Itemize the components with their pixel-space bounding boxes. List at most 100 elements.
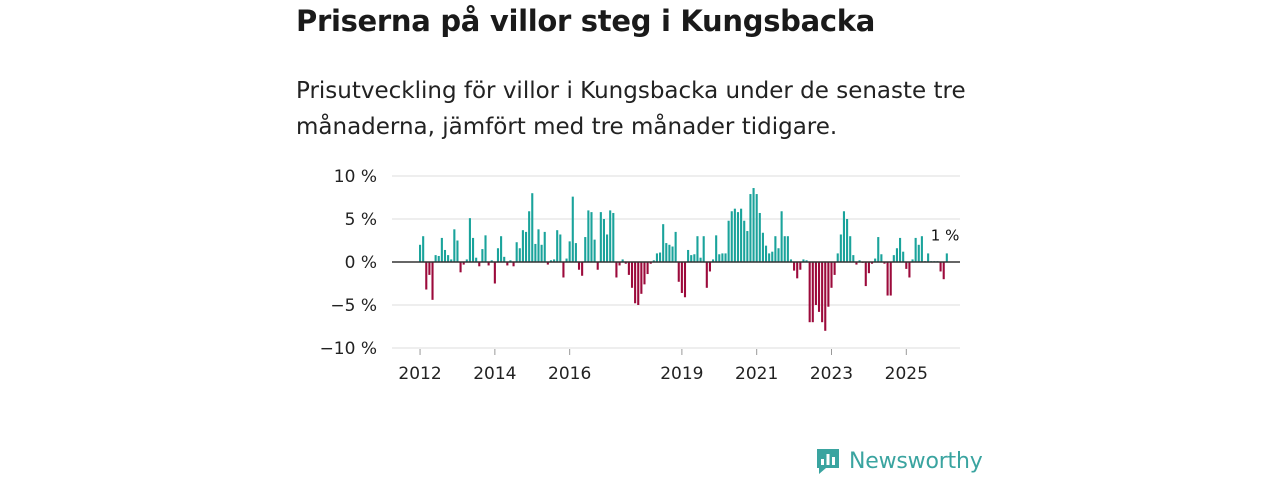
- bar: [793, 262, 796, 271]
- bar: [796, 262, 799, 279]
- bar: [774, 236, 777, 262]
- bar: [562, 262, 565, 278]
- bar: [842, 211, 846, 262]
- bar: [914, 237, 917, 262]
- bar: [827, 262, 830, 307]
- bar: [699, 257, 702, 262]
- bar: [817, 262, 821, 312]
- bar: [640, 262, 643, 294]
- bar: [880, 254, 883, 262]
- bar: [690, 255, 693, 262]
- bar: [908, 262, 911, 278]
- bar: [889, 262, 892, 296]
- bar: [724, 253, 727, 262]
- bar: [531, 193, 534, 262]
- bar: [593, 239, 596, 262]
- bar: [942, 262, 945, 280]
- bar: [899, 237, 902, 262]
- bar: [833, 262, 836, 275]
- bar: [581, 262, 584, 276]
- bar: [945, 253, 948, 262]
- y-axis: 10 % 5 % 0 % −5 % −10 %: [320, 167, 377, 359]
- bar: [549, 260, 553, 262]
- bar: [462, 262, 465, 265]
- bar: [571, 196, 574, 262]
- bar: [749, 194, 752, 262]
- bar: [733, 208, 736, 262]
- bar: [671, 246, 674, 262]
- bar: [450, 259, 453, 262]
- bar: [805, 260, 808, 262]
- bar: [443, 249, 447, 262]
- bar: [422, 236, 425, 262]
- bar: [693, 254, 696, 262]
- bar: [883, 262, 886, 264]
- bar: [646, 262, 649, 275]
- bar: [902, 251, 905, 262]
- bar: [431, 262, 434, 300]
- bar: [553, 259, 556, 262]
- bar: [528, 211, 531, 262]
- bar: [459, 262, 462, 273]
- bar: [783, 236, 786, 262]
- bar: [811, 262, 814, 323]
- bar: [602, 219, 605, 262]
- bars: [419, 188, 948, 331]
- bar: [708, 262, 711, 272]
- bar: [768, 253, 771, 262]
- bar: [493, 262, 496, 284]
- bar: [849, 236, 852, 262]
- bar: [537, 229, 540, 262]
- bar: [777, 248, 780, 262]
- bar: [518, 248, 521, 262]
- last-value-label: 1 %: [931, 226, 960, 244]
- bar: [419, 244, 422, 262]
- bar: [877, 237, 880, 262]
- y-tick-label: 10 %: [334, 167, 377, 187]
- bar: [506, 262, 509, 266]
- bar: [665, 243, 668, 262]
- bar: [715, 235, 718, 262]
- bar: [428, 262, 431, 275]
- bar: [761, 232, 764, 262]
- bar: [824, 262, 827, 331]
- bar: [674, 231, 677, 262]
- bar: [500, 236, 503, 262]
- bar: [696, 236, 699, 262]
- bar: [584, 237, 587, 262]
- x-axis: 2012 2014 2016 2019 2021 2023 2025: [398, 349, 928, 384]
- bar: [456, 240, 459, 262]
- bar: [596, 262, 599, 270]
- y-tick-label: 5 %: [345, 210, 377, 230]
- bar: [746, 231, 749, 262]
- bar: [911, 259, 914, 262]
- bar: [917, 244, 920, 262]
- bar: [490, 260, 493, 262]
- bar: [920, 236, 923, 262]
- bar: [425, 262, 428, 290]
- bar: [662, 224, 665, 262]
- bar: [574, 243, 577, 262]
- bar: [546, 262, 549, 265]
- bar: [630, 262, 634, 288]
- brand-name: Newsworthy: [849, 448, 983, 474]
- bar: [515, 242, 518, 262]
- bar: [599, 212, 602, 262]
- bar: [655, 253, 658, 262]
- bar: [434, 255, 437, 262]
- bar: [758, 212, 761, 262]
- x-tick-label: 2016: [548, 364, 591, 384]
- x-tick-label: 2012: [398, 364, 441, 384]
- bar: [521, 230, 524, 262]
- bar: [892, 255, 895, 262]
- bar: [743, 220, 746, 262]
- bar: [465, 259, 468, 262]
- bar: [780, 211, 783, 262]
- bar: [437, 255, 440, 262]
- bar: [740, 208, 743, 262]
- bar: [858, 260, 861, 262]
- bar: [905, 262, 908, 269]
- bar: [786, 236, 789, 262]
- bar: [927, 253, 930, 262]
- bar: [864, 262, 867, 287]
